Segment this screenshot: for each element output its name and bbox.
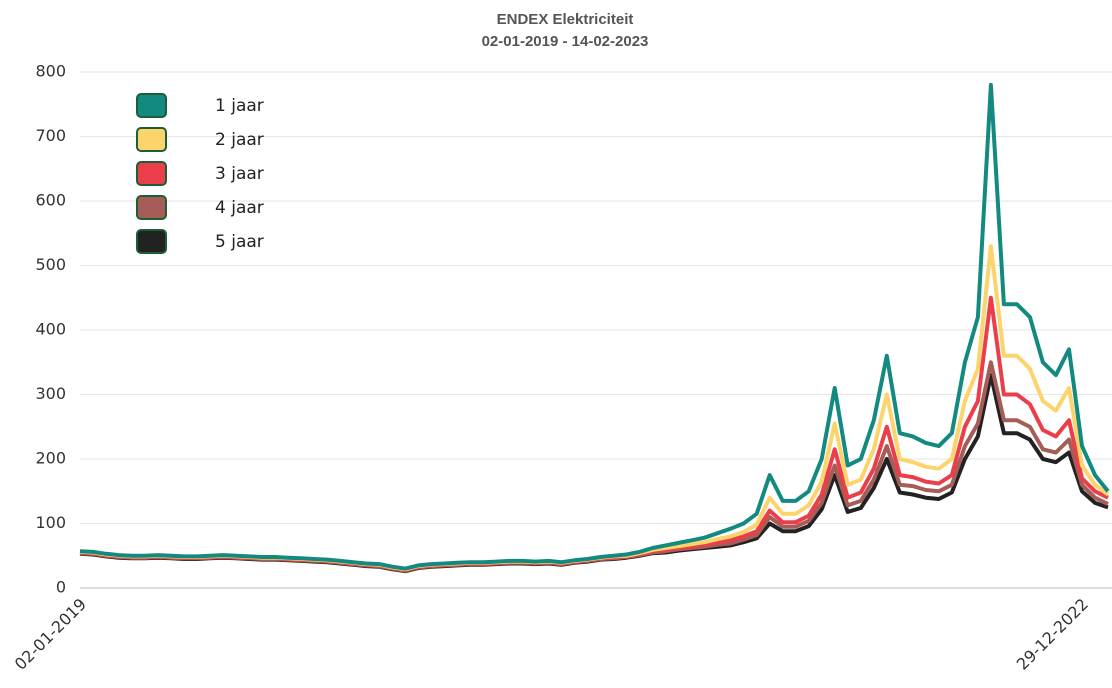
- legend-label: 3 jaar: [215, 164, 264, 184]
- y-tick-label: 200: [35, 449, 66, 468]
- y-tick-label: 400: [35, 320, 66, 339]
- y-tick-label: 600: [35, 191, 66, 210]
- chart-title: ENDEX Elektriciteit: [497, 11, 634, 28]
- y-tick-label: 300: [35, 384, 66, 403]
- legend-label: 2 jaar: [215, 130, 264, 150]
- y-tick-label: 800: [35, 62, 66, 81]
- legend-label: 1 jaar: [215, 96, 264, 116]
- y-tick-label: 0: [56, 578, 66, 597]
- chart-subtitle: 02-01-2019 - 14-02-2023: [482, 33, 649, 50]
- series-line: [79, 244, 1110, 572]
- x-tick-label: 29-12-2022: [1013, 595, 1092, 674]
- legend-swatch: [136, 127, 167, 152]
- legend-label: 5 jaar: [215, 232, 264, 252]
- legend-swatch: [136, 195, 167, 220]
- legend-swatch: [136, 93, 167, 118]
- y-tick-label: 500: [35, 255, 66, 274]
- legend-swatch: [136, 161, 167, 186]
- y-tick-label: 100: [35, 513, 66, 532]
- series-line: [79, 295, 1109, 572]
- series-line: [79, 82, 1110, 571]
- x-tick-label: 02-01-2019: [11, 595, 90, 674]
- legend-swatch: [136, 229, 167, 254]
- y-tick-label: 700: [35, 126, 66, 145]
- legend-label: 4 jaar: [215, 198, 264, 218]
